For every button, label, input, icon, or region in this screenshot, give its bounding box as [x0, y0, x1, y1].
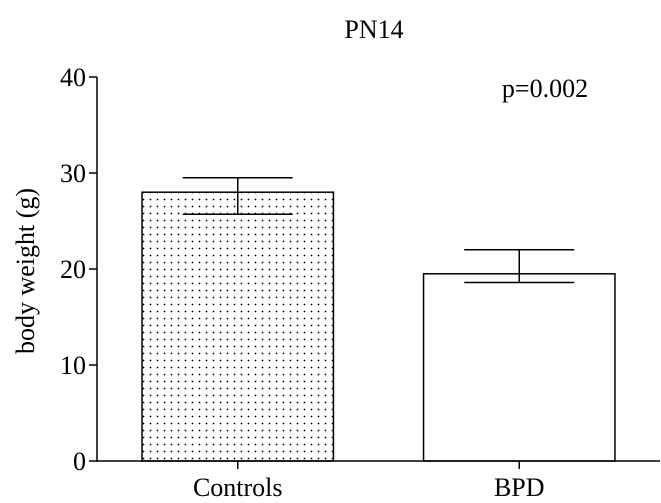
- error-bar-bpd: [464, 249, 575, 284]
- p-value-annotation: p=0.002: [502, 74, 588, 103]
- bar-bpd: [422, 273, 616, 462]
- x-ticks-layer: Controls BPD: [193, 461, 545, 502]
- y-ticks-layer: 0 10 20 30 40: [60, 63, 97, 476]
- error-bars-layer: [182, 177, 575, 284]
- bars-layer: [141, 191, 616, 462]
- x-tick-label-bpd: BPD: [494, 473, 545, 502]
- bar-controls: [141, 191, 335, 462]
- x-tick-label-controls: Controls: [193, 473, 283, 502]
- y-tick-label-30: 30: [60, 159, 86, 188]
- y-axis-label: body weight (g): [11, 188, 40, 354]
- y-tick-label-0: 0: [73, 447, 86, 476]
- error-bar-controls: [182, 177, 293, 216]
- y-tick-label-10: 10: [60, 351, 86, 380]
- chart-title: PN14: [344, 15, 403, 44]
- y-tick-label-20: 20: [60, 255, 86, 284]
- y-tick-label-40: 40: [60, 63, 86, 92]
